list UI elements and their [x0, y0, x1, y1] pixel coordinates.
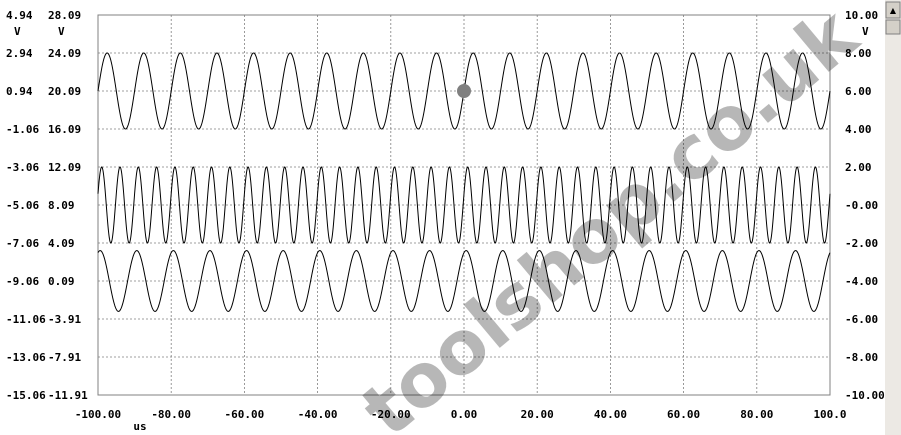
x-axis-tick: 0.00: [451, 408, 478, 421]
left-axis-a-tick: 0.94: [6, 85, 33, 98]
right-axis-tick: -4.00: [845, 275, 878, 288]
left-axis-a-tick: 4.94: [6, 9, 33, 22]
x-axis-tick: 40.00: [594, 408, 627, 421]
left-axis-a-unit: V: [14, 25, 21, 38]
left-axis-a-tick: -3.06: [6, 161, 39, 174]
right-axis-tick: -10.00: [845, 389, 885, 402]
right-axis-tick: 8.00: [845, 47, 872, 60]
left-axis-a-tick: -9.06: [6, 275, 39, 288]
right-axis-tick: -8.00: [845, 351, 878, 364]
x-axis-tick: 100.0: [813, 408, 846, 421]
right-axis-tick: 4.00: [845, 123, 872, 136]
left-axis-a-tick: 2.94: [6, 47, 33, 60]
left-axis-b-tick: 8.09: [48, 199, 75, 212]
left-axis-b-tick: -11.91: [48, 389, 88, 402]
x-axis-tick: -100.00: [75, 408, 121, 421]
left-axis-a-tick: -1.06: [6, 123, 39, 136]
probe-marker[interactable]: [457, 84, 471, 98]
right-axis-tick: -0.00: [845, 199, 878, 212]
x-axis-tick: -40.00: [298, 408, 338, 421]
waveform-trace-2: [97, 166, 831, 244]
left-axis-b-tick: 16.09: [48, 123, 81, 136]
axis-labels: 4.94 2.94 0.94 -1.06 -3.06 -5.06 -7.06 -9.06 -11…: [6, 9, 885, 433]
right-axis-tick: 6.00: [845, 85, 872, 98]
left-axis-b-tick: 28.09: [48, 9, 81, 22]
left-axis-b-unit: V: [58, 25, 65, 38]
left-axis-b-tick: 12.09: [48, 161, 81, 174]
right-axis-tick: -6.00: [845, 313, 878, 326]
x-axis-tick: 60.00: [667, 408, 700, 421]
vertical-scrollbar[interactable]: ▲: [885, 0, 901, 435]
left-axis-a-tick: -7.06: [6, 237, 39, 250]
scroll-thumb[interactable]: [885, 19, 901, 35]
plot-area[interactable]: [97, 14, 831, 396]
x-axis-tick: -60.00: [225, 408, 265, 421]
left-axis-b-tick: 4.09: [48, 237, 75, 250]
waveform-trace-3: [97, 250, 831, 312]
left-axis-a-tick: -11.06: [6, 313, 46, 326]
left-axis-a-tick: -15.06: [6, 389, 46, 402]
left-axis-b-tick: 0.09: [48, 275, 75, 288]
x-axis-tick: -80.00: [151, 408, 191, 421]
left-axis-a-tick: -5.06: [6, 199, 39, 212]
left-axis-b-tick: 24.09: [48, 47, 81, 60]
right-axis-unit: V: [862, 25, 869, 38]
left-axis-b-tick: -7.91: [48, 351, 81, 364]
x-axis-tick: 80.00: [740, 408, 773, 421]
scroll-up-button[interactable]: [885, 1, 901, 19]
x-axis-tick: 20.00: [521, 408, 554, 421]
right-axis-tick: 2.00: [845, 161, 872, 174]
x-axis-unit: us: [133, 420, 146, 433]
left-axis-b-tick: -3.91: [48, 313, 81, 326]
right-axis-tick: -2.00: [845, 237, 878, 250]
left-axis-b-tick: 20.09: [48, 85, 81, 98]
x-axis-tick: -20.00: [371, 408, 411, 421]
left-axis-a-tick: -13.06: [6, 351, 46, 364]
right-axis-tick: 10.00: [845, 9, 878, 22]
scroll-up-arrow-icon: ▲: [890, 6, 897, 15]
